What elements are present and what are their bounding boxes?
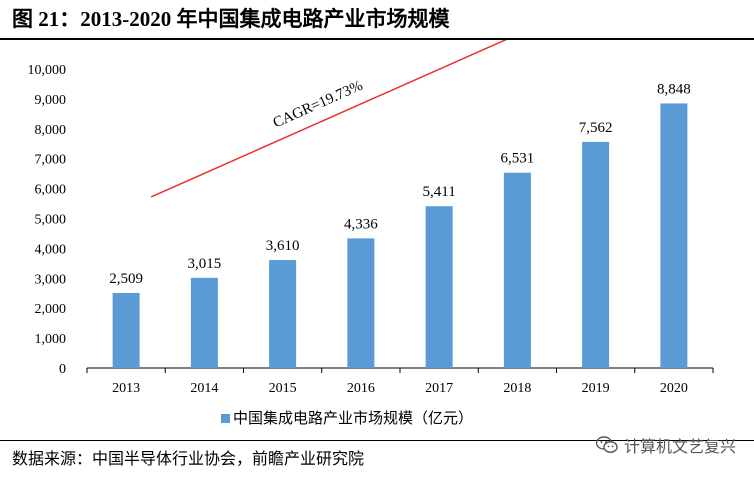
y-tick-label: 0 [59, 362, 66, 377]
bar [425, 206, 453, 368]
x-tick-label: 2020 [660, 381, 688, 396]
bar [269, 260, 297, 368]
y-tick-label: 8,000 [35, 123, 67, 138]
y-axis: 0 1,000 2,000 3,000 4,000 5,000 6,000 7,000 8,00… [28, 63, 67, 377]
data-label: 3,610 [266, 238, 300, 254]
y-tick-label: 9,000 [35, 93, 67, 108]
bar [660, 103, 688, 369]
source-note: 数据来源：中国半导体行业协会，前瞻产业研究院 [12, 449, 365, 468]
y-tick-label: 7,000 [35, 153, 67, 168]
data-label: 3,015 [188, 256, 222, 272]
data-label: 7,562 [579, 120, 613, 136]
bar [190, 277, 218, 368]
source-divider [0, 440, 754, 441]
x-tick-label: 2015 [269, 381, 297, 396]
watermark: 计算机文艺复兴 [595, 433, 736, 457]
data-label: 4,336 [344, 216, 378, 232]
watermark-text: 计算机文艺复兴 [623, 437, 736, 456]
y-tick-label: 5,000 [35, 213, 67, 228]
y-tick-label: 1,000 [35, 332, 67, 347]
x-tick-label: 2013 [112, 381, 140, 396]
data-label: 8,848 [657, 81, 691, 97]
figure-title: 图 21：2013-2020 年中国集成电路产业市场规模 [12, 7, 450, 31]
x-tick-label: 2017 [425, 381, 453, 396]
trend-arrow [150, 40, 507, 198]
bar-series [112, 103, 688, 369]
wechat-icon [595, 436, 618, 453]
x-tick-label: 2016 [347, 381, 375, 396]
data-label: 6,531 [501, 151, 535, 167]
y-tick-label: 3,000 [35, 272, 67, 287]
value-labels: 2,509 3,015 3,610 4,336 5,411 6,531 7,562 8,848 [109, 81, 691, 287]
legend-swatch [221, 414, 230, 423]
legend: 中国集成电路产业市场规模（亿元） [221, 410, 473, 427]
bar-chart: 0 1,000 2,000 3,000 4,000 5,000 6,000 7,000 8,00… [28, 40, 714, 427]
x-axis: 2013 2014 2015 2016 2017 2018 2019 2020 [86, 367, 714, 396]
data-label: 2,509 [109, 271, 143, 287]
legend-label: 中国集成电路产业市场规模（亿元） [233, 410, 473, 427]
bar [347, 238, 375, 368]
y-tick-label: 10,000 [28, 63, 67, 78]
y-tick-label: 6,000 [35, 183, 67, 198]
bar [112, 292, 140, 368]
y-tick-label: 2,000 [35, 302, 67, 317]
x-tick-label: 2019 [582, 381, 610, 396]
x-tick-label: 2014 [190, 381, 218, 396]
title-divider [0, 38, 754, 40]
x-tick-label: 2018 [503, 381, 531, 396]
bar [582, 141, 610, 368]
cagr-annotation: CAGR=19.73% [150, 40, 507, 198]
y-tick-label: 4,000 [35, 242, 67, 257]
bar [503, 172, 531, 368]
data-label: 5,411 [423, 184, 456, 200]
